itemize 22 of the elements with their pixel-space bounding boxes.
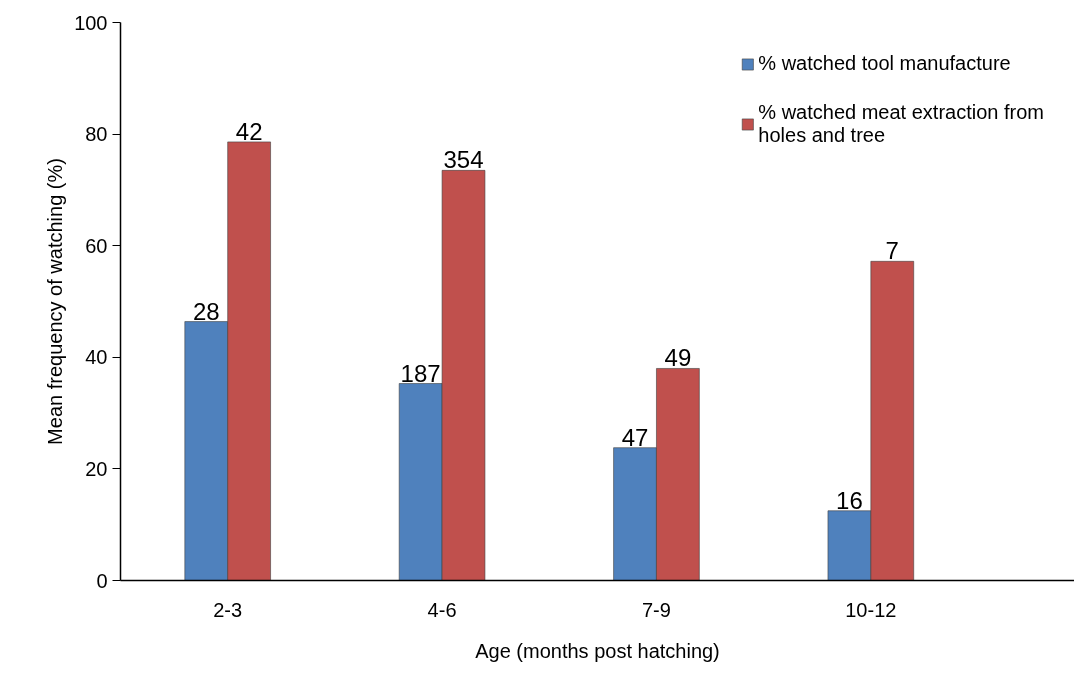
y-axis-title: Mean frequency of watching (%) bbox=[44, 158, 67, 445]
annotation: 187 bbox=[400, 359, 441, 387]
y-tick-label: 40 bbox=[85, 346, 108, 369]
annotation: 7 bbox=[885, 237, 899, 265]
x-tick-label: 7-9 bbox=[642, 598, 671, 621]
x-axis-title: Age (months post hatching) bbox=[475, 639, 720, 662]
x-tick-label: 4-6 bbox=[427, 598, 457, 621]
annotation: 49 bbox=[664, 344, 692, 372]
annotation: 47 bbox=[621, 423, 649, 451]
y-tick-label: 20 bbox=[85, 457, 108, 480]
annotation: 354 bbox=[443, 146, 484, 174]
y-tick-label: 60 bbox=[85, 234, 108, 257]
annotation: 28 bbox=[192, 297, 220, 325]
legend-label: % watched meat extraction from holes and tree bbox=[758, 101, 1044, 147]
y-tick-label: 100 bbox=[74, 11, 108, 34]
x-tick-label: 2-3 bbox=[213, 598, 243, 621]
annotation: 42 bbox=[235, 117, 263, 145]
x-tick-label: 10-12 bbox=[845, 598, 897, 621]
legend-label: % watched tool manufacture bbox=[758, 52, 1011, 75]
y-tick-label: 0 bbox=[96, 569, 108, 592]
y-tick-label: 80 bbox=[85, 123, 108, 146]
annotation: 16 bbox=[836, 486, 863, 514]
